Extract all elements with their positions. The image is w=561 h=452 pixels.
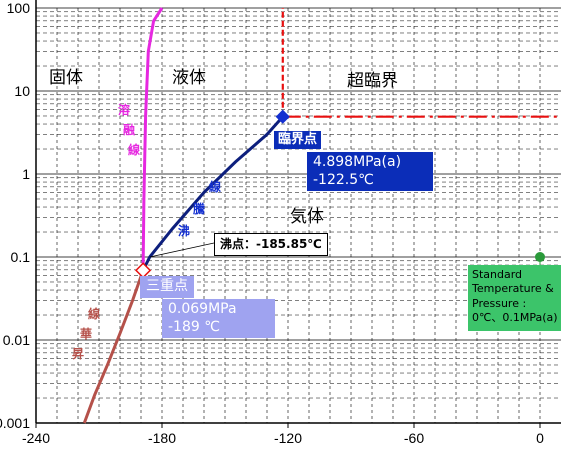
tick-labels: -240 -180 -120 -60 0 100 10 1 0.1 0.01 0.001 (0, 0, 544, 446)
y-tick-label: 100 (7, 0, 31, 16)
triple-point-title: 三重点 (140, 276, 194, 298)
x-tick-label: -60 (404, 430, 424, 446)
triple-point-box: 0.069MPa -189 ℃ (162, 299, 275, 338)
y-tick-label: 0.1 (11, 249, 31, 265)
sublimation-label-2: 華 (80, 326, 92, 341)
standard-point-marker (535, 252, 545, 262)
triple-temperature: -189 ℃ (168, 318, 220, 335)
sublimation-label-1: 昇 (72, 347, 84, 361)
boiling-point-leader (149, 242, 215, 258)
standard-line-4: 0℃、0.1MPa(a) (472, 310, 558, 324)
region-supercritical-label: 超臨界 (347, 71, 398, 91)
standard-line-2: Temperature & (472, 282, 554, 296)
x-tick-label: -240 (22, 430, 50, 446)
y-tick-label: 0.01 (3, 332, 30, 348)
boiling-label-3: 線 (209, 179, 221, 194)
standard-line-3: Pressure : (472, 296, 527, 310)
melting-curve (141, 7, 164, 271)
sublimation-label-3: 線 (88, 306, 100, 321)
standard-line-1: Standard (472, 268, 523, 281)
boiling-point-label: 沸点：-185.85℃ (214, 233, 328, 256)
y-tick-label: 1 (22, 166, 30, 182)
critical-temperature: -122.5℃ (313, 171, 374, 188)
x-tick-label: 0 (536, 430, 544, 446)
y-tick-label: 0.001 (0, 415, 30, 431)
axes (35, 0, 561, 428)
x-tick-label: -120 (274, 430, 302, 446)
critical-pressure: 4.898MPa(a) (313, 154, 402, 170)
critical-point-marker (275, 109, 290, 124)
triple-pressure: 0.069MPa (168, 301, 237, 317)
melting-label-3: 線 (128, 142, 140, 157)
boiling-label-2: 騰 (193, 201, 206, 216)
phase-curves (82, 7, 561, 424)
critical-point-box: 4.898MPa(a) -122.5℃ (307, 152, 433, 191)
triple-point-marker (134, 262, 152, 279)
region-gas-label: 気体 (290, 207, 324, 227)
boiling-curve (141, 115, 284, 272)
melting-label-1: 溶 (118, 102, 130, 117)
sublimation-curve (82, 269, 145, 424)
boiling-label-1: 沸 (178, 223, 190, 238)
y-tick-label: 10 (14, 83, 30, 99)
standard-point-box: Standard Temperature & Pressure : 0℃、0.1… (468, 265, 561, 331)
point-markers (134, 109, 545, 279)
critical-point-title: 臨界点 (274, 131, 322, 150)
x-tick-label: -180 (148, 430, 176, 446)
region-liquid-label: 液体 (172, 68, 206, 88)
region-solid-label: 固体 (49, 68, 83, 88)
melting-label-2: 融 (123, 122, 135, 137)
